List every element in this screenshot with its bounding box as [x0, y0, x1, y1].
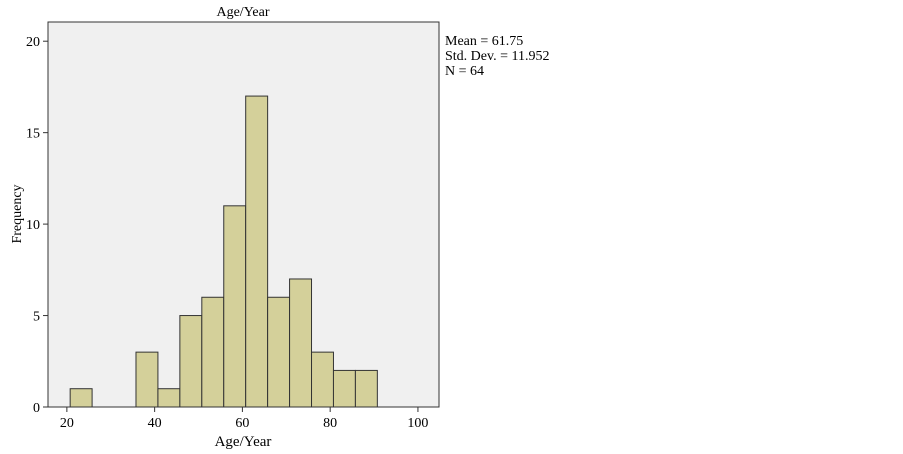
histogram-bar — [354, 369, 378, 408]
histogram-bar — [289, 278, 313, 408]
x-axis-label: Age/Year — [215, 434, 272, 450]
histogram-bar — [332, 369, 356, 408]
histogram-bar — [223, 205, 247, 408]
x-tick-label: 100 — [407, 416, 428, 431]
x-tick-label: 80 — [323, 416, 337, 431]
x-tick-label: 40 — [148, 416, 162, 431]
y-tick-label: 5 — [33, 310, 40, 325]
y-tick-label: 20 — [26, 35, 40, 50]
summary-statistics: Mean = 61.75 Std. Dev. = 11.952 N = 64 — [445, 34, 549, 79]
histogram-bar — [157, 388, 181, 408]
mean-stat: Mean = 61.75 — [445, 34, 524, 49]
y-tick-label: 0 — [33, 401, 40, 416]
std-dev-stat: Std. Dev. = 11.952 — [445, 49, 550, 64]
y-tick-label: 15 — [26, 127, 40, 142]
histogram-bar — [311, 351, 334, 408]
histogram-bar — [179, 315, 203, 408]
histogram-bar — [267, 296, 291, 408]
histogram-bar — [201, 296, 225, 408]
y-axis-label: Frequency — [10, 184, 25, 243]
y-tick-label: 10 — [26, 218, 40, 233]
x-tick-label: 60 — [235, 416, 249, 431]
histogram-bar — [69, 388, 93, 408]
chart-title: Age/Year — [216, 5, 269, 20]
n-stat: N = 64 — [445, 64, 485, 79]
histogram-bar — [245, 95, 269, 408]
histogram-bar — [135, 351, 159, 408]
x-tick-label: 20 — [60, 416, 74, 431]
